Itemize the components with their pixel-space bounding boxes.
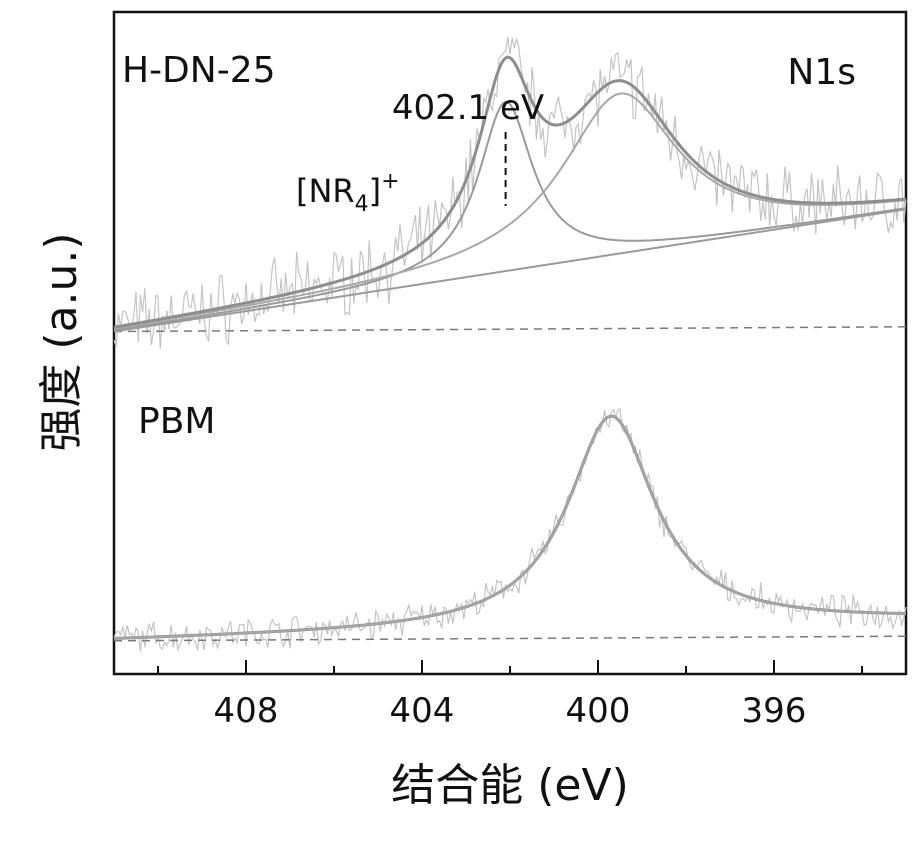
pbm-component-line [114, 415, 906, 640]
x-tick-label-408: 408 [214, 691, 279, 731]
pbm-raw-data-line [113, 407, 907, 653]
species-annotation-subscript: 4 [355, 192, 369, 217]
h-dn-25-nr4-component-line [113, 100, 907, 332]
species-annotation-superscript: + [381, 169, 399, 194]
pbm-dashed-baseline [113, 635, 907, 642]
panel-label-pbm: PBM [138, 401, 215, 442]
spectrum-label-n1s: N1s [787, 52, 856, 93]
panel-label-h-dn-25: H-DN-25 [122, 50, 276, 91]
panel-h-dn-25 [113, 37, 907, 350]
x-tick-label-404: 404 [390, 691, 455, 731]
h-dn-25-dashed-baseline [113, 326, 907, 333]
species-annotation-base: [NR [296, 172, 355, 210]
h-dn-25-background-line [113, 208, 907, 333]
x-axis-ticks [157, 660, 863, 674]
panel-pbm [113, 407, 907, 653]
peak-annotation-402-1: 402.1 eV [392, 88, 544, 128]
y-axis-title: 强度 (a.u.) [36, 232, 87, 451]
species-annotation-close: ] [369, 172, 381, 210]
x-tick-label-396: 396 [742, 691, 807, 731]
x-axis-title: 结合能 (eV) [391, 760, 629, 811]
h-dn-25-fit-envelope-line [113, 55, 907, 329]
x-axis-tick-labels: 408 404 400 396 [214, 691, 807, 731]
x-tick-label-400: 400 [566, 691, 631, 731]
h-dn-25-second-component-line [113, 92, 907, 330]
species-annotation-nr4: [NR4]+ [296, 169, 400, 217]
h-dn-25-raw-data-line [113, 37, 907, 350]
